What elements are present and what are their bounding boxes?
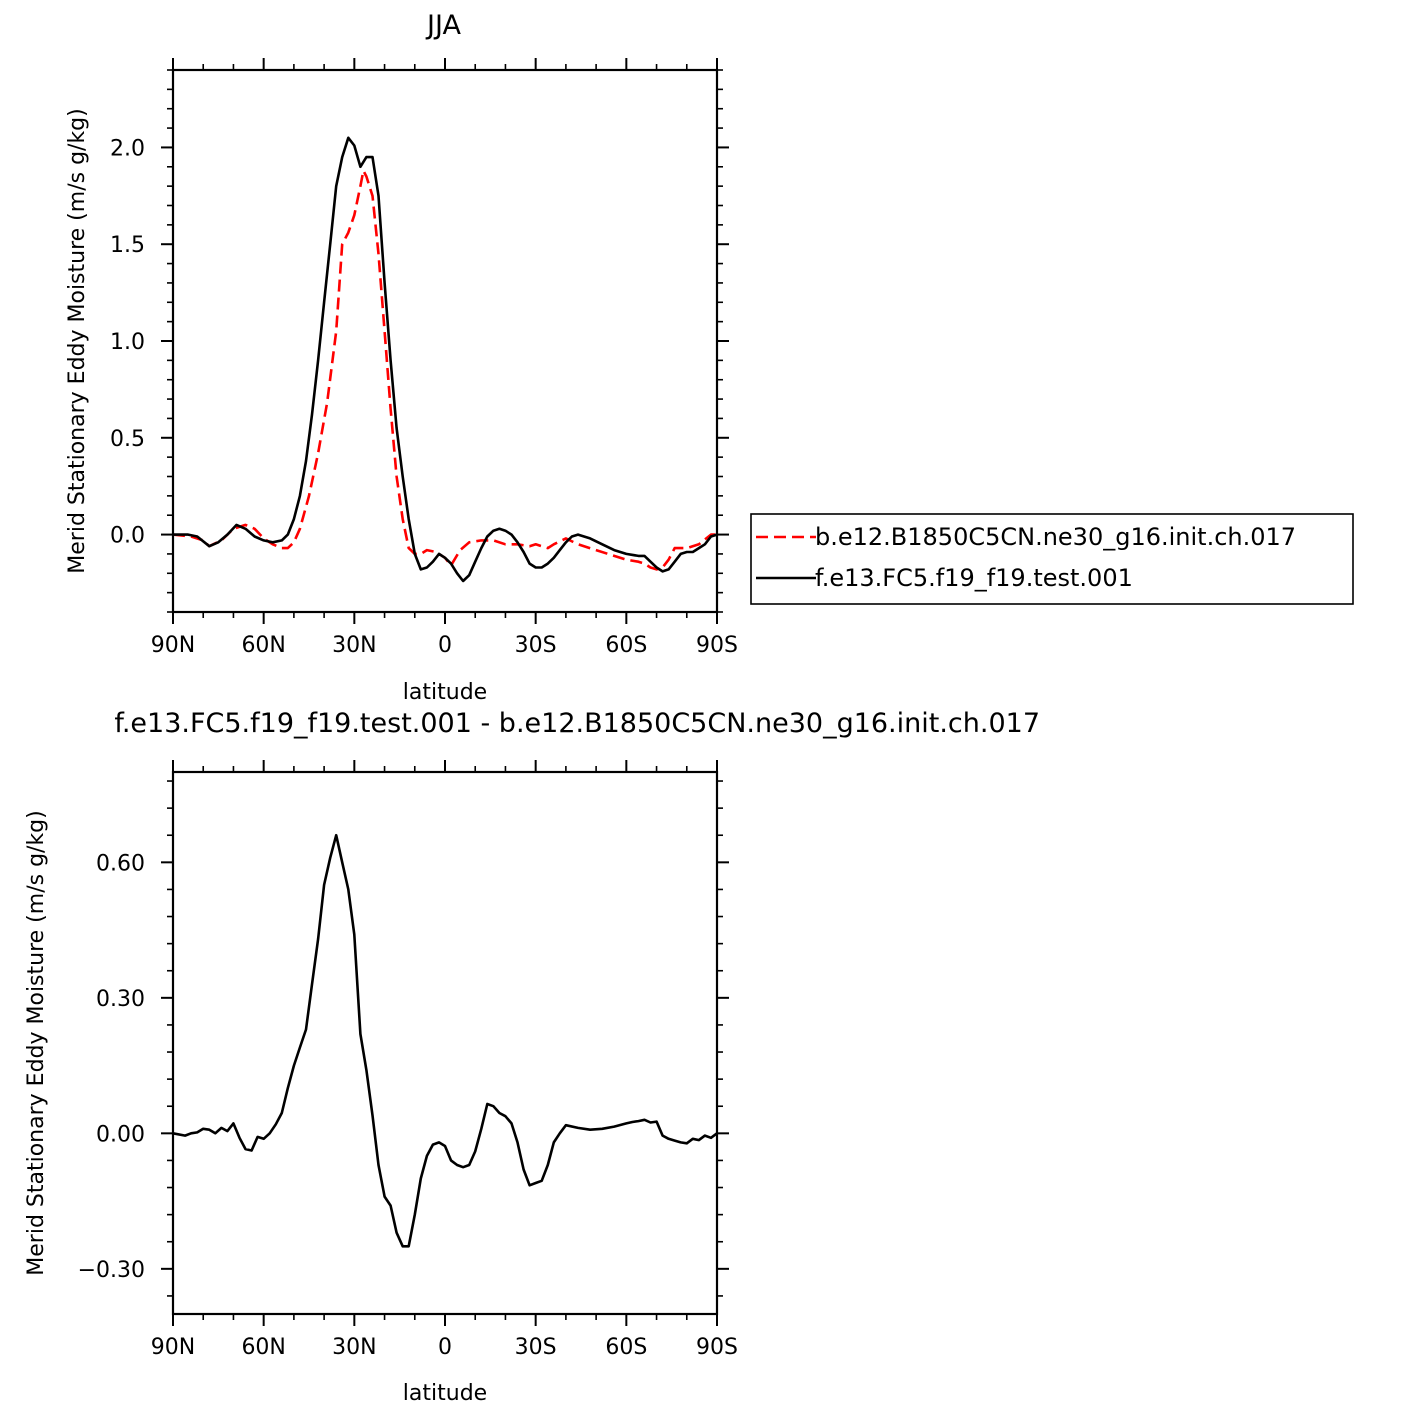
series-line-solid-black bbox=[173, 136, 718, 583]
bottom-x-tick-labels: 90N 60N 30N 0 30S 60S 90S bbox=[151, 1335, 738, 1360]
x-tick-label: 30N bbox=[332, 633, 376, 658]
top-x-axis-label: latitude bbox=[403, 680, 487, 705]
bottom-tick-marks bbox=[161, 760, 729, 1326]
bottom-chart-title: f.e13.FC5.f19_f19.test.001 - b.e12.B1850… bbox=[114, 708, 1040, 739]
x-tick-label: 90S bbox=[696, 633, 738, 658]
legend-box bbox=[750, 513, 1354, 605]
legend: b.e12.B1850C5CN.ne30_g16.init.ch.017 f.e… bbox=[750, 513, 1354, 605]
x-tick-label: 30S bbox=[515, 633, 557, 658]
x-tick-label: 30N bbox=[332, 1335, 376, 1360]
x-tick-label: 0 bbox=[438, 633, 452, 658]
x-tick-label: 90N bbox=[151, 633, 195, 658]
top-x-tick-labels: 90N 60N 30N 0 30S 60S 90S bbox=[151, 633, 738, 658]
bottom-y-axis-label: Merid Stationary Eddy Moisture (m/s g/kg… bbox=[24, 810, 49, 1275]
y-tick-label: 2.0 bbox=[110, 136, 145, 161]
y-tick-label: 1.5 bbox=[110, 233, 145, 258]
bottom-panel: f.e13.FC5.f19_f19.test.001 - b.e12.B1850… bbox=[24, 708, 1040, 1406]
series-line-solid-black bbox=[172, 833, 718, 1248]
y-tick-label: 0.00 bbox=[96, 1122, 145, 1147]
legend-entry-b-e12: b.e12.B1850C5CN.ne30_g16.init.ch.017 bbox=[815, 523, 1296, 551]
x-tick-label: 60N bbox=[241, 1335, 285, 1360]
top-y-tick-labels: 0.0 0.5 1.0 1.5 2.0 bbox=[110, 136, 145, 548]
y-tick-label: 0.0 bbox=[110, 524, 145, 549]
top-plot-frame bbox=[171, 68, 719, 614]
y-tick-label: −0.30 bbox=[78, 1258, 145, 1283]
x-tick-label: 90S bbox=[696, 1335, 738, 1360]
y-tick-label: 0.5 bbox=[110, 427, 145, 452]
legend-entry-f-e13: f.e13.FC5.f19_f19.test.001 bbox=[815, 564, 1133, 592]
top-panel: JJA 0.00.51.01.52.0 90N 60N 30N 0 30S 60S 90S … bbox=[65, 10, 738, 705]
x-tick-label: 60S bbox=[605, 633, 647, 658]
top-chart-title: JJA bbox=[425, 10, 461, 41]
y-tick-label: 0.30 bbox=[96, 987, 145, 1012]
top-y-axis-label: Merid Stationary Eddy Moisture (m/s g/kg… bbox=[65, 108, 90, 573]
bottom-x-axis-label: latitude bbox=[403, 1381, 487, 1406]
x-tick-label: 90N bbox=[151, 1335, 195, 1360]
x-tick-label: 30S bbox=[515, 1335, 557, 1360]
bottom-y-tick-labels: −0.30 0.00 0.30 0.60 bbox=[78, 851, 145, 1283]
x-tick-label: 60N bbox=[241, 633, 285, 658]
bottom-series-lines bbox=[172, 833, 718, 1248]
bottom-plot-frame bbox=[171, 770, 719, 1316]
x-tick-label: 60S bbox=[605, 1335, 647, 1360]
x-tick-label: 0 bbox=[438, 1335, 452, 1360]
y-tick-label: 1.0 bbox=[110, 330, 145, 355]
top-tick-marks bbox=[161, 58, 729, 624]
series-line-dashed-red bbox=[172, 169, 717, 571]
y-tick-label: 0.60 bbox=[96, 851, 145, 876]
top-series-lines bbox=[172, 136, 718, 583]
